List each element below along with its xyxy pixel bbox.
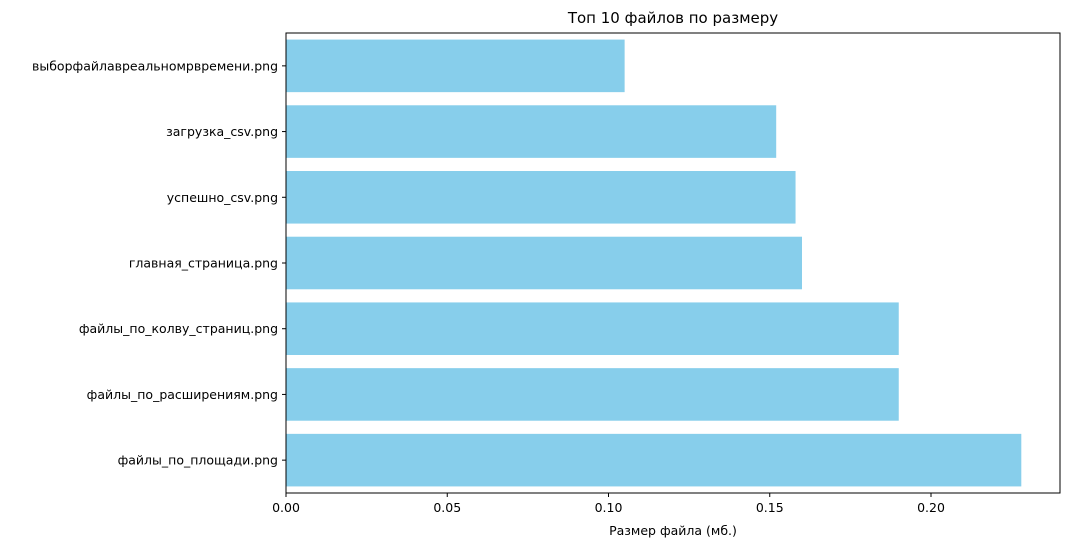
y-tick-label: выборфайлавреальномрвремени.png bbox=[32, 58, 278, 73]
bar bbox=[286, 39, 625, 93]
x-axis-label: Размер файла (мб.) bbox=[609, 523, 737, 538]
y-tick-label: файлы_по_колву_страниц.png bbox=[79, 321, 278, 336]
bar bbox=[286, 171, 796, 224]
y-tick-label: загрузка_csv.png bbox=[166, 124, 278, 139]
bar bbox=[286, 236, 802, 290]
x-axis: 0.00 0.05 0.10 0.15 0.20 bbox=[272, 493, 945, 515]
bars-group bbox=[286, 39, 1022, 487]
x-tick-label: 0.10 bbox=[595, 500, 623, 515]
y-tick-label: файлы_по_расширениям.png bbox=[87, 387, 278, 402]
x-tick-label: 0.05 bbox=[433, 500, 461, 515]
bar bbox=[286, 368, 899, 421]
bar bbox=[286, 433, 1022, 487]
y-tick-label: главная_страница.png bbox=[129, 256, 278, 271]
bar bbox=[286, 105, 777, 158]
x-tick-label: 0.15 bbox=[756, 500, 784, 515]
bar bbox=[286, 302, 899, 355]
y-tick-label: успешно_csv.png bbox=[167, 190, 278, 205]
x-tick-label: 0.00 bbox=[272, 500, 300, 515]
chart-title: Топ 10 файлов по размеру bbox=[567, 9, 778, 27]
y-tick-label: файлы_по_площади.png bbox=[118, 453, 278, 468]
y-axis: выборфайлавреальномрвремени.png загрузка_… bbox=[32, 58, 286, 468]
x-tick-label: 0.20 bbox=[917, 500, 945, 515]
